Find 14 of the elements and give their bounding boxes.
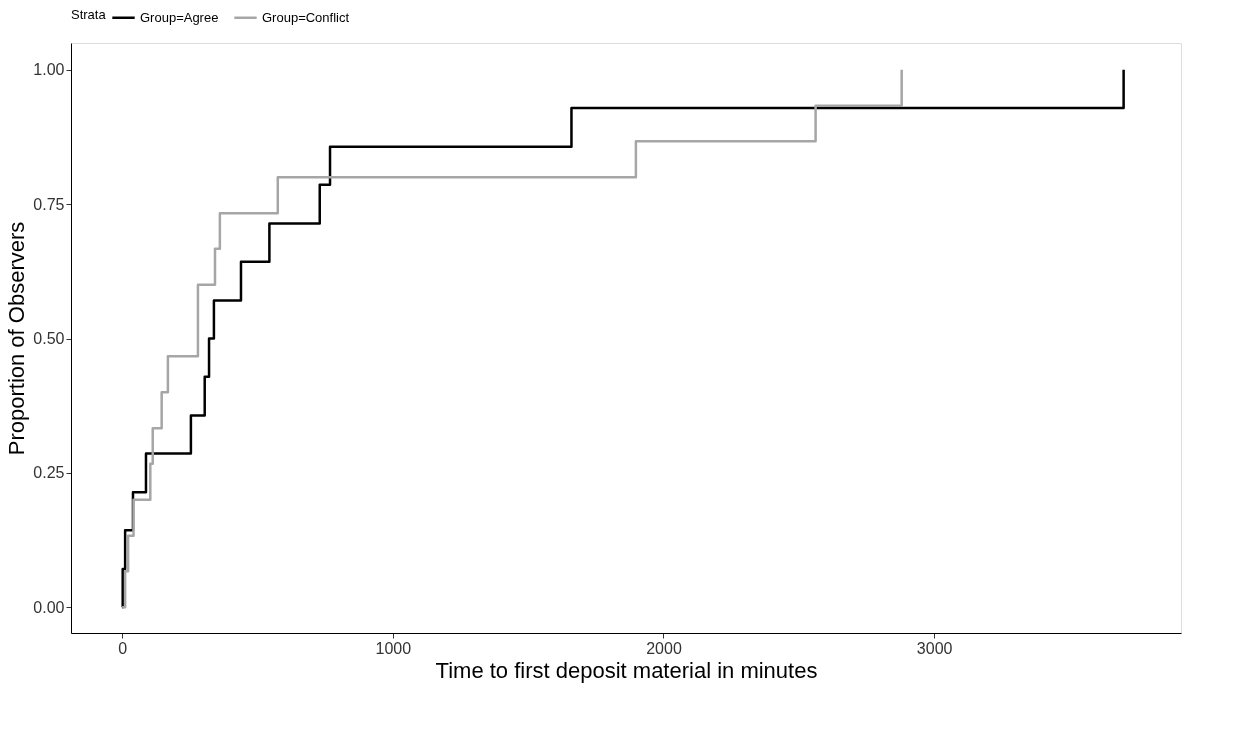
y-tick-label: 0.00	[33, 598, 65, 616]
y-tick-label: 0.75	[33, 195, 65, 213]
y-tick-label: 0.25	[33, 464, 65, 482]
x-tick-label: 2000	[646, 639, 682, 657]
y-tick-label: 0.50	[33, 330, 65, 348]
x-axis-title: Time to first deposit material in minutes	[435, 657, 818, 683]
legend-label: Group=Agree	[140, 9, 219, 25]
legend-label: Group=Conflict	[262, 9, 350, 25]
x-tick-label: 3000	[916, 639, 953, 657]
y-axis-title: Proportion of Observers	[4, 221, 30, 456]
x-tick-label: 1000	[375, 639, 412, 657]
legend-title: Strata	[71, 7, 107, 22]
x-tick-label: 0	[118, 639, 128, 657]
y-tick-label: 1.00	[33, 61, 65, 79]
